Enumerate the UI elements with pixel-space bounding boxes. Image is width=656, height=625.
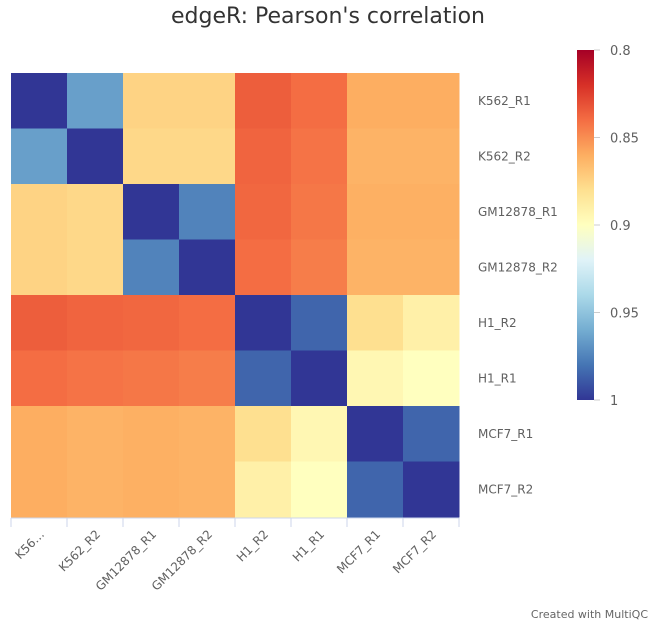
heatmap-cell[interactable] xyxy=(291,406,348,462)
heatmap-cell[interactable] xyxy=(291,239,348,296)
heatmap-cell[interactable] xyxy=(67,406,124,462)
heatmap-cell[interactable] xyxy=(67,239,124,296)
heatmap-cell[interactable] xyxy=(179,461,236,518)
heatmap-cell[interactable] xyxy=(403,184,460,240)
heatmap-cell[interactable] xyxy=(403,406,460,462)
y-tick-label: MCF7_R2 xyxy=(478,482,533,496)
heatmap-cell[interactable] xyxy=(403,295,460,351)
x-tick-label: K56… xyxy=(12,527,47,562)
heatmap-cell[interactable] xyxy=(291,461,348,518)
heatmap-cell[interactable] xyxy=(291,350,348,407)
heatmap-cell[interactable] xyxy=(347,350,404,407)
heatmap-cell[interactable] xyxy=(235,461,292,518)
heatmap-cell[interactable] xyxy=(67,461,124,518)
heatmap-cell[interactable] xyxy=(123,406,180,462)
heatmap-cell[interactable] xyxy=(347,239,404,296)
heatmap-cell[interactable] xyxy=(11,350,68,407)
heatmap-cell[interactable] xyxy=(235,239,292,296)
heatmap-cell[interactable] xyxy=(179,128,236,185)
heatmap-cell[interactable] xyxy=(179,73,236,129)
x-tick-label: MCF7_R2 xyxy=(390,527,439,576)
heatmap-cell[interactable] xyxy=(11,128,68,185)
heatmap-cell[interactable] xyxy=(235,73,292,129)
heatmap-cell[interactable] xyxy=(11,406,68,462)
heatmap-cell[interactable] xyxy=(123,461,180,518)
heatmap-cell[interactable] xyxy=(67,73,124,129)
heatmap-cell[interactable] xyxy=(179,406,236,462)
x-tick-label: K562_R2 xyxy=(56,527,103,574)
y-tick-label: K562_R2 xyxy=(478,149,531,163)
x-tick-label: H1_R2 xyxy=(234,527,271,564)
heatmap-cell[interactable] xyxy=(11,295,68,351)
y-tick-label: GM12878_R1 xyxy=(478,205,558,219)
colorbar-tick-label: 0.8 xyxy=(610,44,631,59)
heatmap-cell[interactable] xyxy=(403,350,460,407)
heatmap-cell[interactable] xyxy=(235,128,292,185)
heatmap-cell[interactable] xyxy=(179,239,236,296)
heatmap-cell[interactable] xyxy=(347,295,404,351)
x-tick-label: H1_R1 xyxy=(290,527,327,564)
heatmap-cell[interactable] xyxy=(179,350,236,407)
multiqc-credit[interactable]: Created with MultiQC xyxy=(530,608,648,621)
heatmap-cell[interactable] xyxy=(11,184,68,240)
colorbar-tick-label: 0.9 xyxy=(610,219,631,234)
heatmap-cell[interactable] xyxy=(67,128,124,185)
y-tick-label: H1_R1 xyxy=(478,371,517,385)
heatmap-cell[interactable] xyxy=(291,73,348,129)
heatmap-cells xyxy=(11,73,460,518)
heatmap-cell[interactable] xyxy=(235,406,292,462)
heatmap-cell[interactable] xyxy=(179,184,236,240)
heatmap-cell[interactable] xyxy=(235,350,292,407)
colorbar: 0.8 0.85 0.9 0.95 1 xyxy=(577,44,639,409)
heatmap-cell[interactable] xyxy=(347,406,404,462)
heatmap-cell[interactable] xyxy=(123,184,180,240)
heatmap-cell[interactable] xyxy=(11,73,68,129)
colorbar-tick-label: 0.95 xyxy=(610,307,639,322)
colorbar-gradient xyxy=(577,50,594,400)
heatmap-cell[interactable] xyxy=(347,73,404,129)
y-tick-label: GM12878_R2 xyxy=(478,260,558,274)
heatmap-cell[interactable] xyxy=(67,350,124,407)
heatmap-cell[interactable] xyxy=(11,461,68,518)
y-tick-label: H1_R2 xyxy=(478,316,517,330)
y-tick-label: K562_R1 xyxy=(478,94,531,108)
colorbar-tick-label: 1 xyxy=(610,394,618,409)
chart-title: edgeR: Pearson's correlation xyxy=(171,4,485,29)
y-axis: K562_R1 K562_R2 GM12878_R1 GM12878_R2 H1_R2 H… xyxy=(478,94,558,497)
heatmap-cell[interactable] xyxy=(67,184,124,240)
colorbar-tick-label: 0.85 xyxy=(610,132,639,147)
heatmap-cell[interactable] xyxy=(123,295,180,351)
heatmap-cell[interactable] xyxy=(235,295,292,351)
heatmap-cell[interactable] xyxy=(123,350,180,407)
x-tick-label: MCF7_R1 xyxy=(334,527,383,576)
heatmap-cell[interactable] xyxy=(11,239,68,296)
heatmap-cell[interactable] xyxy=(179,295,236,351)
heatmap-cell[interactable] xyxy=(403,128,460,185)
y-tick-label: MCF7_R1 xyxy=(478,427,533,441)
heatmap-cell[interactable] xyxy=(123,73,180,129)
heatmap-cell[interactable] xyxy=(347,461,404,518)
heatmap-cell[interactable] xyxy=(67,295,124,351)
heatmap-cell[interactable] xyxy=(403,73,460,129)
heatmap-cell[interactable] xyxy=(291,184,348,240)
heatmap-cell[interactable] xyxy=(347,184,404,240)
heatmap-cell[interactable] xyxy=(123,239,180,296)
heatmap-cell[interactable] xyxy=(291,295,348,351)
heatmap-cell[interactable] xyxy=(403,239,460,296)
heatmap-cell[interactable] xyxy=(235,184,292,240)
heatmap-cell[interactable] xyxy=(123,128,180,185)
heatmap-cell[interactable] xyxy=(403,461,460,518)
heatmap-cell[interactable] xyxy=(291,128,348,185)
heatmap-cell[interactable] xyxy=(347,128,404,185)
